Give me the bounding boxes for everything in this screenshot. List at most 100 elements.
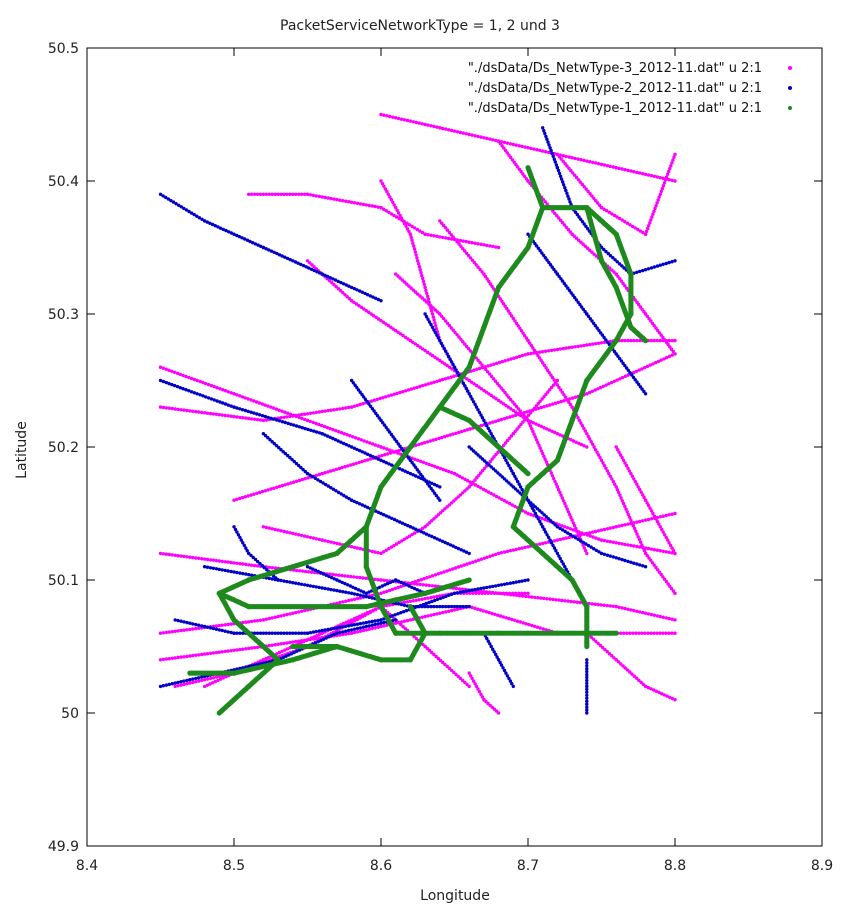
data-point [314,430,319,434]
data-point [379,112,383,117]
data-point [544,460,549,464]
data-point [438,312,442,316]
data-point [631,524,635,528]
data-point [476,408,480,412]
data-point [639,680,643,684]
data-point [467,671,471,675]
data-point [585,246,590,250]
data-point [263,414,267,419]
data-point [357,304,361,308]
data-point [640,543,644,547]
data-point [323,586,327,591]
data-point [560,598,564,603]
data-point [272,417,276,421]
data-point [229,231,233,235]
data-point [577,238,581,242]
data-point [329,575,334,580]
data-point [306,427,310,432]
data-point [423,644,427,649]
data-point [276,578,280,582]
data-point [484,390,488,394]
data-point [494,452,498,457]
data-point [393,613,397,617]
data-point [467,588,471,593]
data-point [179,554,183,558]
data-point [205,683,209,687]
data-point [550,474,555,478]
data-point [248,239,252,244]
data-point [668,695,672,699]
data-point [370,442,375,446]
data-point [181,373,185,378]
data-point [494,138,498,143]
data-point [283,648,287,652]
data-point [585,696,589,700]
data-point [319,423,324,428]
data-point [542,129,546,133]
data-point [579,217,583,221]
data-point [629,338,633,343]
data-point [217,623,221,628]
data-point [187,209,191,214]
data-point [275,485,279,489]
data-point [397,540,401,545]
data-point [214,558,219,563]
data-point [308,584,313,588]
data-point [444,468,448,473]
data-point [364,628,368,632]
data-point [567,166,571,170]
data-point [532,432,536,436]
data-point [658,192,662,196]
data-point [523,591,527,595]
data-point [643,338,649,344]
data-point [338,542,342,546]
data-point [167,657,171,661]
data-point [468,349,473,353]
data-point [588,437,592,441]
data-point [438,466,443,471]
data-point [270,631,274,635]
data-point [599,458,604,462]
data-point [435,310,440,314]
data-point [302,192,307,196]
y-tick-label: 50.2 [48,440,79,456]
data-point [521,621,525,625]
data-point [395,391,399,396]
data-point [617,524,621,528]
data-point [229,391,233,395]
data-point [385,452,390,456]
data-point [519,169,523,174]
data-point [341,621,346,626]
data-point [374,607,378,611]
data-point [272,486,276,490]
data-point [379,578,383,582]
data-point [575,212,579,217]
data-point [577,441,581,446]
data-point [502,477,507,481]
data-point [646,546,651,551]
data-point [361,590,366,594]
data-point [558,347,562,351]
data-point [489,465,493,469]
data-point [548,597,552,601]
data-point [258,561,262,566]
data-point [673,698,677,702]
data-point [616,354,620,358]
data-point [421,276,425,281]
data-point [424,461,428,466]
data-point [638,269,642,274]
data-point [535,507,540,511]
data-point [167,368,171,372]
data-point [304,638,308,643]
data-point [435,484,439,488]
data-point [355,288,359,292]
data-point [518,620,523,624]
data-point [188,678,192,682]
data-point [673,352,677,356]
data-point [652,174,657,178]
data-point [506,358,510,362]
data-point [420,441,424,446]
data-point [235,406,239,410]
data-point [549,373,553,377]
data-point [589,440,593,444]
